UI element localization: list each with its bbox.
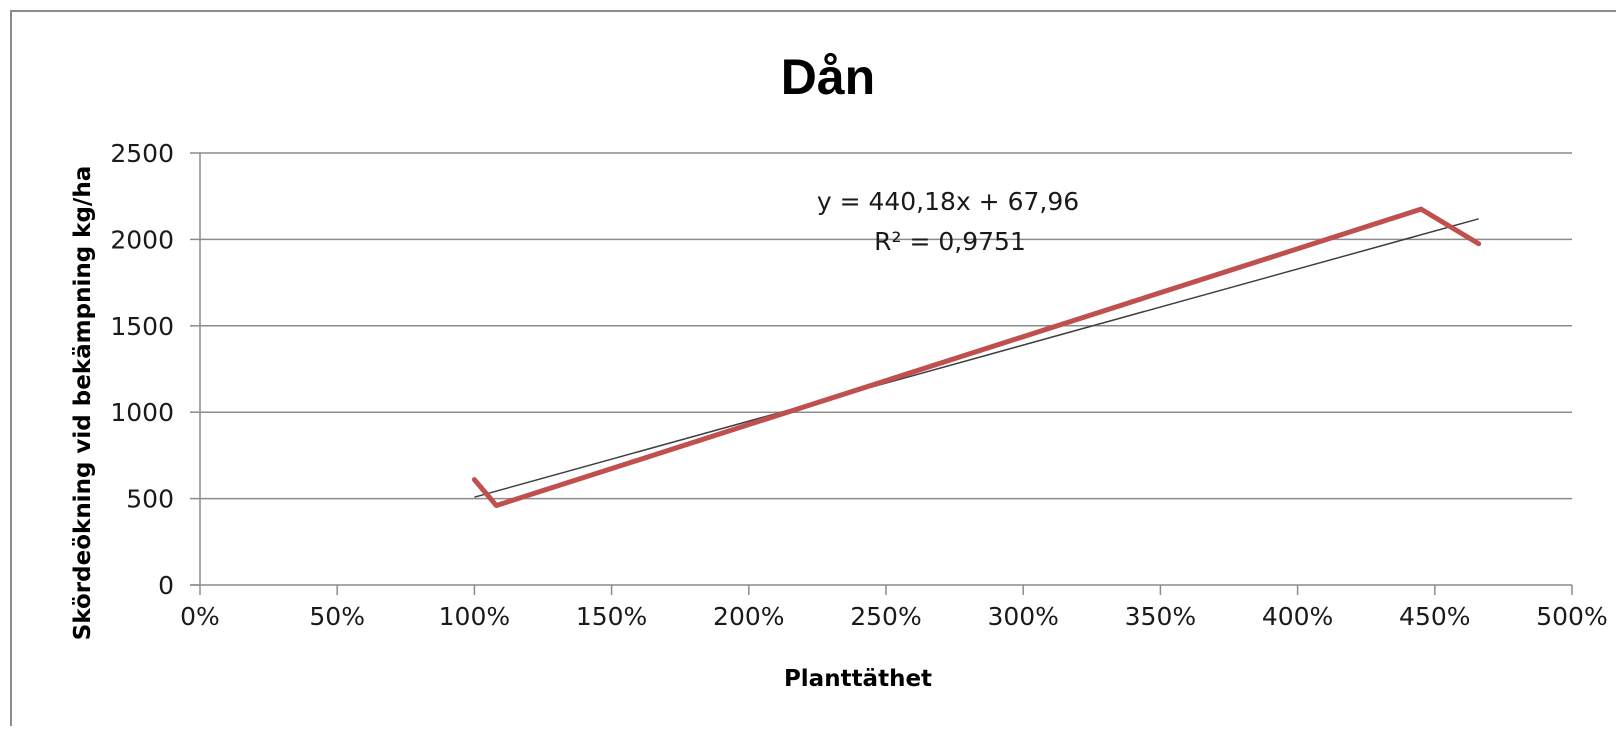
x-tick-label: 400% xyxy=(1262,602,1333,631)
y-tick-label: 2500 xyxy=(110,139,174,168)
x-tick-label: 150% xyxy=(576,602,647,631)
y-tick-label: 500 xyxy=(126,485,174,514)
x-tick-label: 250% xyxy=(850,602,921,631)
y-axis-title: Skördeökning vid bekämpning kg/ha xyxy=(70,166,96,640)
gridlines xyxy=(200,152,1572,500)
chart-title: Dån xyxy=(781,49,875,105)
x-tick-label: 300% xyxy=(987,602,1058,631)
trendline xyxy=(474,218,1479,498)
trendline-r-squared: R² = 0,9751 xyxy=(874,227,1026,256)
x-tick-label: 0% xyxy=(180,602,220,631)
x-tick-label: 500% xyxy=(1536,602,1607,631)
trendline-equation: y = 440,18x + 67,96 xyxy=(817,187,1079,216)
series-line-0 xyxy=(471,206,1482,509)
y-tick-label: 1500 xyxy=(110,312,174,341)
x-tick-label: 450% xyxy=(1399,602,1470,631)
x-tick-label: 200% xyxy=(713,602,784,631)
x-axis-title: Planttäthet xyxy=(784,666,932,692)
x-tick-label: 50% xyxy=(309,602,365,631)
series-group xyxy=(471,206,1482,509)
x-tick-label: 350% xyxy=(1125,602,1196,631)
chart-frame xyxy=(10,10,1616,726)
trendline-group xyxy=(474,218,1479,498)
axes xyxy=(190,152,1573,595)
y-tick-label: 2000 xyxy=(110,225,174,254)
x-tick-label: 100% xyxy=(439,602,510,631)
tick-labels: 0 500 1000 1500 2000 2500 0% 50% 100% 150% 200% 250… xyxy=(110,139,1607,631)
y-tick-label: 1000 xyxy=(110,398,174,427)
y-tick-label: 0 xyxy=(158,571,174,600)
